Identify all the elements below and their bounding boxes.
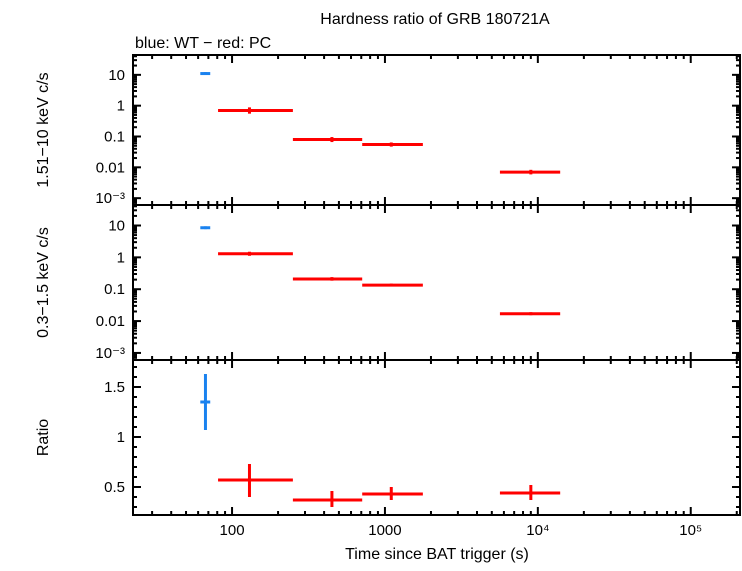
x-tick-label: 10⁴ bbox=[526, 522, 549, 539]
y-tick-label: 0.01 bbox=[96, 159, 125, 176]
y-tick-label: 10⁻³ bbox=[95, 345, 125, 362]
y-tick-label: 0.01 bbox=[96, 313, 125, 330]
y-tick-label: 1 bbox=[117, 429, 125, 446]
y-tick-label: 1 bbox=[117, 249, 125, 266]
panel-frame-soft bbox=[132, 204, 741, 361]
panel-frame-ratio bbox=[132, 359, 741, 516]
y-tick-label: 1.5 bbox=[104, 379, 125, 396]
y-tick-label: 0.1 bbox=[104, 281, 125, 298]
y-axis-label-hard: 1.51−10 keV c/s bbox=[35, 72, 52, 187]
y-tick-label: 10 bbox=[108, 217, 125, 234]
y-tick-label: 0.1 bbox=[104, 128, 125, 145]
x-tick-label: 100 bbox=[220, 522, 245, 539]
y-tick-label: 1 bbox=[117, 98, 125, 115]
y-tick-label: 10⁻³ bbox=[95, 190, 125, 207]
x-tick-label: 10⁵ bbox=[679, 522, 702, 539]
chart-subtitle: blue: WT − red: PC bbox=[135, 35, 271, 52]
y-axis-label-soft: 0.3−1.5 keV c/s bbox=[35, 227, 52, 338]
y-tick-label: 0.5 bbox=[104, 479, 125, 496]
y-tick-label: 10 bbox=[108, 67, 125, 84]
chart-title: Hardness ratio of GRB 180721A bbox=[320, 11, 550, 28]
x-axis-label: Time since BAT trigger (s) bbox=[345, 546, 529, 563]
panel-frame-hard bbox=[132, 54, 741, 206]
y-axis-label-ratio: Ratio bbox=[35, 419, 52, 456]
x-tick-label: 1000 bbox=[368, 522, 401, 539]
